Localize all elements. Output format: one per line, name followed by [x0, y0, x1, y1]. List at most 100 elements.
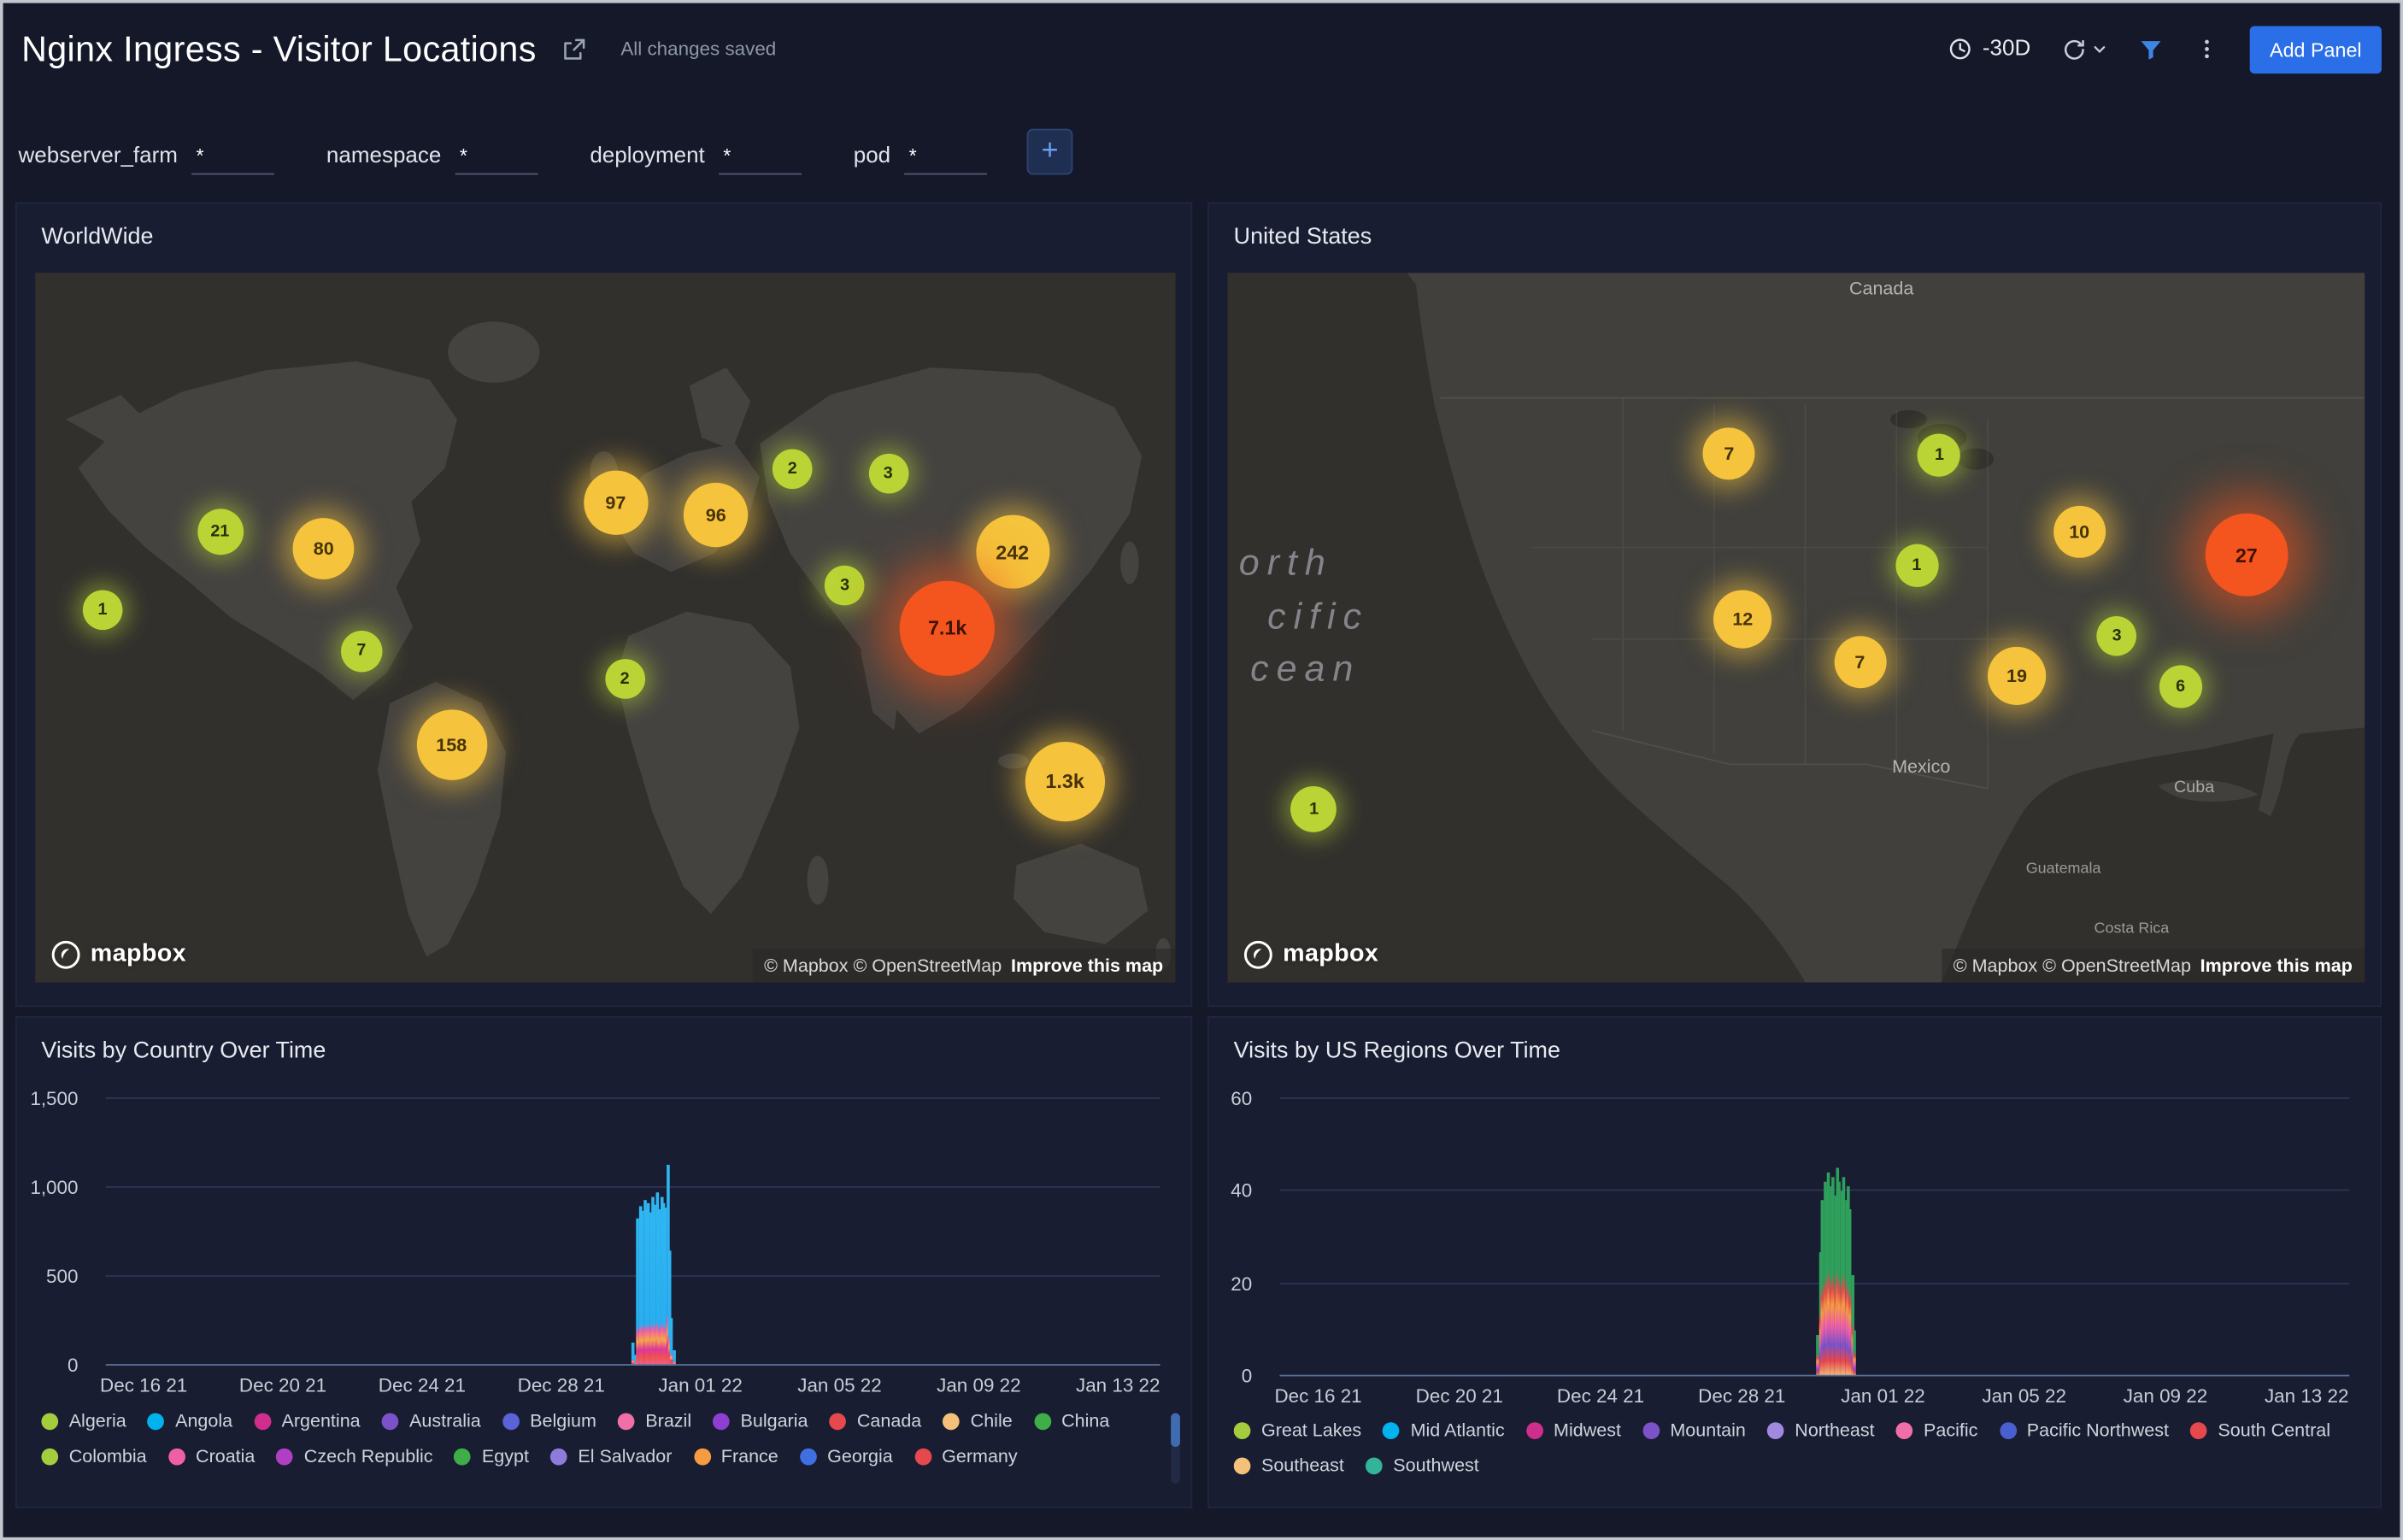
legend-item[interactable]: Midwest	[1525, 1420, 1621, 1441]
legend-dot	[693, 1447, 711, 1465]
legend-item[interactable]: Colombia	[41, 1445, 147, 1467]
legend-item[interactable]: China	[1033, 1410, 1109, 1431]
cluster-bubble[interactable]: 1	[1895, 544, 1939, 588]
legend-item[interactable]: Chile	[943, 1410, 1013, 1431]
add-panel-button[interactable]: Add Panel	[2249, 25, 2382, 73]
cluster-bubble[interactable]: 80	[292, 518, 355, 580]
filter-input-pod[interactable]: *	[904, 144, 988, 175]
panel-visits-by-us-regions: Visits by US Regions Over Time 0 20 40 60 D…	[1207, 1016, 2382, 1508]
visits-by-us-regions-chart[interactable]: 0 20 40 60 Dec 16 21 Dec 20 21 Dec 24 21 Dec 2…	[1209, 1018, 2380, 1507]
worldwide-bubbles: 21 80 1 7 158 2 97 96 2 3 3 242 7.1k 1.3k	[35, 273, 1175, 982]
kebab-menu-icon[interactable]	[2194, 37, 2219, 62]
refresh-button[interactable]	[2061, 36, 2107, 62]
cluster-bubble[interactable]: 7	[1833, 635, 1886, 688]
legend-label: Pacific Northwest	[2026, 1419, 2170, 1441]
legend-scrollbar[interactable]	[1171, 1413, 1180, 1484]
stacked-bar	[653, 1204, 657, 1366]
cluster-bubble[interactable]: 7	[1702, 426, 1755, 479]
legend-item[interactable]: Mid Atlantic	[1383, 1419, 1505, 1441]
legend-item[interactable]: Brazil	[618, 1410, 691, 1431]
cluster-bubble[interactable]: 96	[684, 483, 749, 548]
cluster-bubble[interactable]: 158	[415, 709, 487, 780]
stacked-bar	[1837, 1182, 1842, 1377]
cluster-bubble[interactable]: 12	[1713, 590, 1772, 649]
cluster-bubble[interactable]: 7	[340, 630, 383, 672]
map-place-label: Mexico	[1892, 755, 1951, 777]
legend-item[interactable]: Pacific Northwest	[1999, 1420, 2169, 1441]
share-icon-svg	[564, 38, 585, 59]
legend-item[interactable]: France	[693, 1445, 778, 1467]
cluster-bubble[interactable]: 1	[1290, 786, 1337, 833]
cluster-bubble[interactable]: 3	[2096, 616, 2137, 656]
filter-input-deployment[interactable]: *	[718, 144, 802, 175]
legend-item[interactable]: Belgium	[502, 1410, 596, 1431]
cluster-bubble[interactable]: 1	[1918, 434, 1961, 478]
legend-item[interactable]: Germany	[914, 1445, 1018, 1467]
cluster-bubble[interactable]: 2	[604, 658, 645, 699]
legend-item[interactable]: Great Lakes	[1233, 1420, 1361, 1441]
y-axis: 0 20 40 60	[1209, 1088, 1265, 1387]
legend-dot	[618, 1412, 635, 1430]
legend-item[interactable]: Northeast	[1767, 1420, 1875, 1441]
cluster-bubble[interactable]: 7.1k	[900, 580, 996, 676]
scrollbar-thumb[interactable]	[1171, 1413, 1180, 1447]
legend-item[interactable]: Croatia	[167, 1445, 255, 1467]
legend-item[interactable]: Angola	[147, 1410, 232, 1431]
filter-icon[interactable]	[2138, 36, 2164, 62]
legend-item[interactable]: El Salvador	[550, 1445, 672, 1467]
time-range-button[interactable]: -30D	[1948, 37, 2030, 62]
map-attribution[interactable]: © Mapbox © OpenStreetMap Improve this ma…	[1941, 949, 2365, 983]
cluster-bubble[interactable]: 1	[82, 590, 123, 630]
cluster-bubble[interactable]: 97	[583, 471, 649, 536]
legend-label: Algeria	[68, 1409, 126, 1432]
cluster-bubble[interactable]: 3	[867, 454, 908, 495]
cluster-bubble[interactable]: 27	[2205, 514, 2288, 597]
cluster-bubble[interactable]: 10	[2053, 506, 2106, 559]
share-icon[interactable]	[561, 36, 586, 62]
legend-item[interactable]: Southeast	[1233, 1455, 1344, 1476]
improve-map-link[interactable]: Improve this map	[2200, 955, 2353, 977]
filter-input-webserver_farm[interactable]: *	[191, 144, 274, 175]
visits-by-country-chart[interactable]: 0 500 1,000 1,500 Dec 16 21 Dec 20 21 Dec 24 …	[17, 1018, 1191, 1507]
filter-input-namespace[interactable]: *	[455, 144, 538, 175]
legend-item[interactable]: Czech Republic	[276, 1445, 433, 1467]
filter-label: webserver_farm	[18, 144, 178, 169]
x-tick-label: Jan 01 22	[658, 1374, 743, 1396]
legend-item[interactable]: Algeria	[41, 1410, 126, 1431]
united-states-map[interactable]: Canada Mexico Cuba Guatemala Costa Rica orth c…	[1227, 273, 2365, 983]
mapbox-logo[interactable]: mapbox	[1243, 939, 1378, 970]
legend-item[interactable]: South Central	[2190, 1420, 2330, 1441]
cluster-bubble[interactable]: 3	[825, 566, 865, 606]
legend-dot	[254, 1412, 271, 1430]
legend-item[interactable]: Mountain	[1642, 1420, 1746, 1441]
legend-label: Mid Atlantic	[1410, 1419, 1505, 1441]
cluster-bubble[interactable]: 242	[975, 515, 1049, 590]
cluster-bubble[interactable]: 2	[772, 449, 813, 490]
legend-item[interactable]: Argentina	[254, 1410, 361, 1431]
map-place-label: Canada	[1848, 277, 1914, 300]
chevron-down-icon	[2092, 41, 2107, 56]
cluster-bubble[interactable]: 6	[2159, 665, 2202, 708]
improve-map-link[interactable]: Improve this map	[1010, 955, 1164, 977]
stacked-bar	[1846, 1186, 1850, 1377]
worldwide-map[interactable]: 21 80 1 7 158 2 97 96 2 3 3 242 7.1k 1.3k mapbox © Ma…	[35, 273, 1176, 983]
legend-item[interactable]: Canada	[829, 1410, 921, 1431]
map-attribution[interactable]: © Mapbox © OpenStreetMap Improve this ma…	[751, 949, 1176, 983]
world-landmass	[66, 321, 1172, 969]
legend-item[interactable]: Southwest	[1366, 1455, 1479, 1476]
cluster-bubble[interactable]: 21	[197, 509, 244, 556]
legend-item[interactable]: Egypt	[454, 1445, 529, 1467]
legend-item[interactable]: Pacific	[1895, 1420, 1977, 1441]
add-filter-button[interactable]: +	[1026, 128, 1073, 175]
legend-item[interactable]: Bulgaria	[713, 1410, 808, 1431]
x-tick-label: Jan 13 22	[2264, 1385, 2349, 1408]
cluster-bubble[interactable]: 1.3k	[1025, 741, 1105, 821]
stacked-bar	[1850, 1274, 1854, 1377]
legend-item[interactable]: Georgia	[799, 1445, 893, 1467]
stacked-bar	[673, 1349, 677, 1366]
stacked-bar	[1818, 1251, 1822, 1377]
y-axis: 0 500 1,000 1,500	[17, 1088, 91, 1376]
legend-item[interactable]: Australia	[381, 1410, 481, 1431]
cluster-bubble[interactable]: 19	[1987, 646, 2047, 705]
mapbox-logo[interactable]: mapbox	[50, 939, 186, 970]
